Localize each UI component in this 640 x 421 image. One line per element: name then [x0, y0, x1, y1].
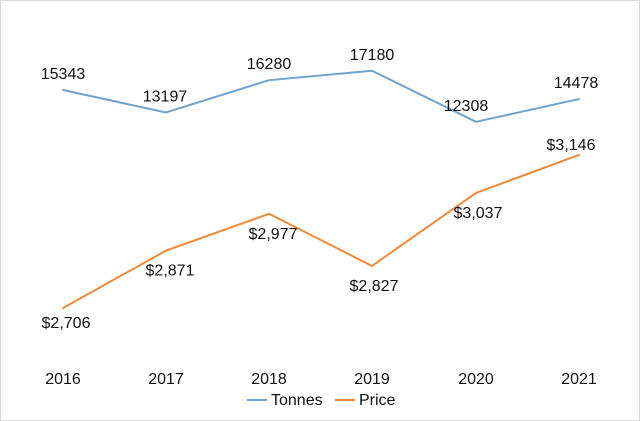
price-data-label: $3,146: [547, 137, 596, 154]
x-axis-tick-label: 2016: [45, 371, 81, 388]
x-axis-tick-label: 2020: [458, 371, 494, 388]
x-axis-tick-label: 2018: [251, 371, 287, 388]
price-data-label: $2,706: [42, 315, 91, 332]
x-axis-tick-label: 2019: [354, 371, 390, 388]
price-data-label: $3,037: [454, 205, 503, 222]
price-data-label: $2,827: [350, 278, 399, 295]
price-data-label: $2,871: [146, 263, 195, 280]
legend-label: Tonnes: [271, 392, 323, 409]
price-data-label: $2,977: [249, 226, 298, 243]
tonnes-data-label: 13197: [143, 88, 188, 105]
tonnes-data-label: 14478: [554, 75, 599, 92]
tonnes-data-label: 15343: [41, 66, 86, 83]
x-axis-tick-label: 2021: [561, 371, 597, 388]
tonnes-data-label: 17180: [350, 47, 395, 64]
legend-label: Price: [359, 392, 396, 409]
tonnes-data-label: 16280: [247, 56, 292, 73]
tonnes-line: [62, 69, 580, 123]
x-axis-tick-label: 2017: [148, 371, 184, 388]
tonnes-data-label: 12308: [444, 98, 489, 115]
price-line: [62, 153, 580, 309]
